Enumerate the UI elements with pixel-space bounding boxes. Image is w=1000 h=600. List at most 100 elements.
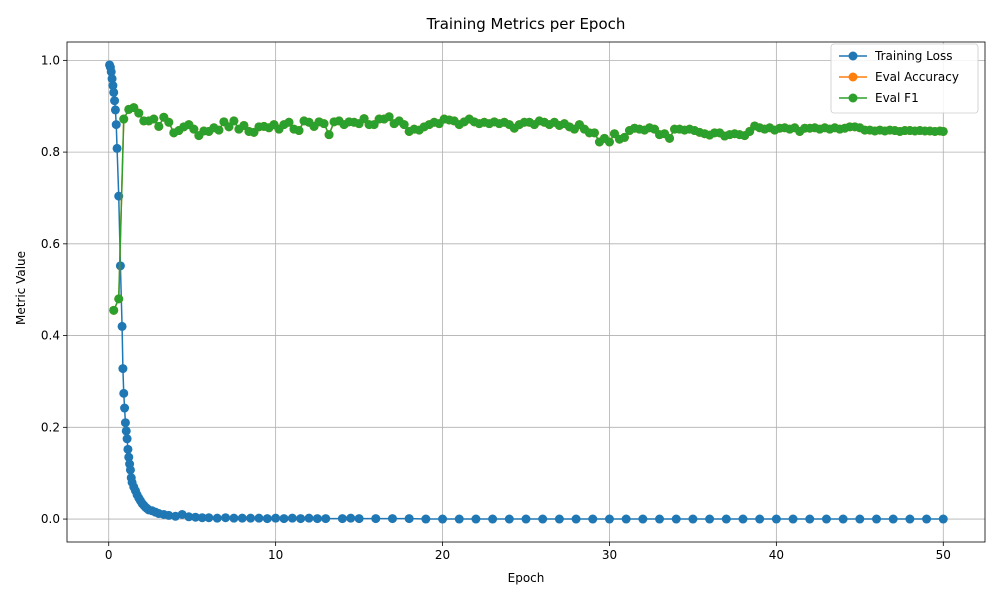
x-tick-label: 50 bbox=[936, 548, 951, 562]
training-loss-point bbox=[354, 514, 364, 524]
eval-f1-point bbox=[189, 124, 199, 134]
training-loss-point bbox=[109, 87, 119, 97]
x-tick-label: 30 bbox=[602, 548, 617, 562]
y-tick-label: 0.6 bbox=[41, 237, 60, 251]
training-loss-point bbox=[122, 434, 132, 444]
training-loss-point bbox=[655, 514, 665, 524]
eval-f1-point bbox=[589, 128, 599, 138]
training-loss-point bbox=[855, 514, 865, 524]
training-loss-point bbox=[164, 510, 174, 520]
eval-f1-point bbox=[604, 137, 614, 147]
eval-f1-point bbox=[665, 133, 675, 143]
training-loss-point bbox=[312, 514, 322, 524]
training-loss-point bbox=[254, 513, 264, 523]
training-loss-point bbox=[197, 513, 207, 523]
eval-f1-point bbox=[294, 126, 304, 136]
training-loss-point bbox=[638, 514, 648, 524]
training-loss-point bbox=[124, 452, 134, 462]
training-loss-point bbox=[120, 403, 130, 413]
y-tick-label: 0.2 bbox=[41, 420, 60, 434]
training-loss-point bbox=[438, 514, 448, 524]
training-loss-point bbox=[805, 514, 815, 524]
training-loss-point bbox=[688, 514, 698, 524]
training-loss-point bbox=[321, 514, 331, 524]
eval-f1-point bbox=[319, 119, 329, 129]
legend-swatch-marker bbox=[848, 93, 858, 103]
training-loss-point bbox=[771, 514, 781, 524]
series-layer bbox=[105, 60, 948, 524]
training-loss-point bbox=[204, 513, 214, 523]
x-tick-label: 0 bbox=[105, 548, 113, 562]
training-loss-point bbox=[108, 81, 118, 91]
training-loss-point bbox=[488, 514, 498, 524]
eval-f1-point bbox=[399, 120, 409, 130]
legend-label: Training Loss bbox=[874, 49, 952, 63]
training-loss-point bbox=[111, 120, 121, 130]
training-loss-point bbox=[454, 514, 464, 524]
training-loss-point bbox=[471, 514, 481, 524]
training-loss-point bbox=[938, 514, 948, 524]
eval-f1-point bbox=[214, 125, 224, 135]
eval-f1-point bbox=[134, 108, 144, 118]
training-loss-point bbox=[621, 514, 631, 524]
y-tick-label: 1.0 bbox=[41, 53, 60, 67]
training-loss-point bbox=[237, 513, 247, 523]
training-loss-point bbox=[905, 514, 915, 524]
chart-title: Training Metrics per Epoch bbox=[426, 15, 626, 33]
legend-item-eval-accuracy: Eval Accuracy bbox=[839, 70, 959, 84]
training-loss-point bbox=[371, 514, 381, 524]
training-loss-point bbox=[184, 512, 194, 522]
y-tick-label: 0.0 bbox=[41, 512, 60, 526]
training-loss-point bbox=[110, 105, 120, 115]
training-loss-point bbox=[296, 514, 306, 524]
training-loss-point bbox=[346, 513, 356, 523]
series-eval-f1 bbox=[109, 103, 948, 315]
training-loss-point bbox=[125, 465, 135, 475]
series-training-loss bbox=[105, 60, 948, 524]
y-axis-label: Metric Value bbox=[14, 251, 28, 325]
training-loss-point bbox=[571, 514, 581, 524]
training-loss-point bbox=[387, 514, 397, 524]
training-loss-point bbox=[872, 514, 882, 524]
training-loss-point bbox=[538, 514, 548, 524]
legend-swatch-marker bbox=[848, 72, 858, 82]
training-loss-point bbox=[110, 96, 120, 106]
eval-f1-point bbox=[164, 117, 174, 127]
eval-f1-point bbox=[938, 126, 948, 136]
training-loss-point bbox=[888, 514, 898, 524]
training-loss-point bbox=[107, 74, 117, 84]
eval-f1-point bbox=[154, 121, 164, 131]
legend-item-training-loss: Training Loss bbox=[839, 49, 952, 63]
eval-f1-point bbox=[324, 130, 334, 140]
legend: Training Loss Eval Accuracy Eval F1 bbox=[830, 43, 979, 114]
training-loss-point bbox=[118, 364, 128, 374]
x-tick-label: 40 bbox=[769, 548, 784, 562]
y-tick-label: 0.4 bbox=[41, 329, 60, 343]
x-axis-label: Epoch bbox=[508, 571, 545, 585]
training-loss-point bbox=[279, 514, 289, 524]
legend-item-eval-f1: Eval F1 bbox=[839, 91, 919, 105]
y-tick-label: 0.8 bbox=[41, 145, 60, 159]
training-loss-point bbox=[271, 513, 281, 523]
eval-f1-point bbox=[229, 116, 239, 126]
training-loss-point bbox=[212, 513, 222, 523]
training-loss-point bbox=[554, 514, 564, 524]
eval-f1-point bbox=[239, 120, 249, 130]
training-loss-point bbox=[588, 514, 598, 524]
training-loss-point bbox=[121, 426, 131, 436]
training-loss-point bbox=[120, 418, 130, 428]
training-loss-point bbox=[404, 514, 414, 524]
legend-label: Eval Accuracy bbox=[875, 70, 959, 84]
eval-f1-point bbox=[109, 305, 119, 315]
training-loss-point bbox=[221, 513, 231, 523]
training-loss-point bbox=[304, 513, 314, 523]
training-loss-point bbox=[246, 513, 256, 523]
training-loss-point bbox=[504, 514, 514, 524]
training-loss-point bbox=[117, 321, 127, 331]
eval-f1-point bbox=[619, 132, 629, 142]
training-loss-point bbox=[755, 514, 765, 524]
training-loss-point bbox=[112, 143, 122, 153]
training-loss-point bbox=[421, 514, 431, 524]
training-loss-point bbox=[604, 514, 614, 524]
